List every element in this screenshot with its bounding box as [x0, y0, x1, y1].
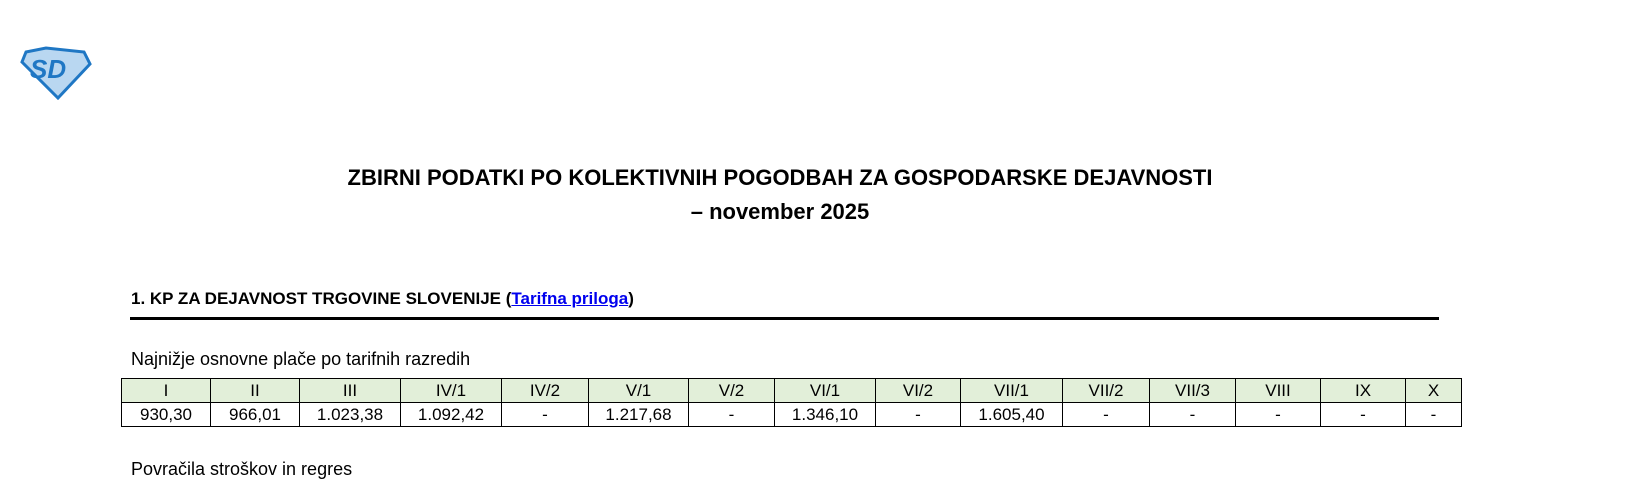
- table-row: 930,30 966,01 1.023,38 1.092,42-1.217,68-1.…: [121, 402, 1462, 427]
- header-cell: III: [299, 378, 401, 403]
- header-cell: V/2: [688, 378, 775, 403]
- value-cell: 966,01: [210, 402, 300, 427]
- value-cell: 1.217,68: [588, 402, 689, 427]
- value-cell: -: [501, 402, 589, 427]
- section-heading-text: 1. KP ZA DEJAVNOST TRGOVINE SLOVENIJE (: [131, 289, 512, 308]
- value-cell: 1.346,10: [774, 402, 876, 427]
- table-header-row: I II III IV/1 IV/2 V/1 V/2 VI/1 VI/2 VII/1 VII/2 VI…: [121, 378, 1462, 403]
- tariff-annex-link[interactable]: Tarifna priloga: [511, 289, 629, 308]
- value-cell: 1.605,40: [960, 402, 1063, 427]
- svg-text:SD: SD: [30, 54, 66, 84]
- header-cell: II: [210, 378, 300, 403]
- value-cell: 930,30: [121, 402, 211, 427]
- header-cell: VI/1: [774, 378, 876, 403]
- section-divider: [130, 317, 1439, 320]
- value-cell: 1.023,38: [299, 402, 401, 427]
- header-cell: IX: [1320, 378, 1406, 403]
- value-cell: -: [1320, 402, 1406, 427]
- header-cell: IV/2: [501, 378, 589, 403]
- value-cell: -: [688, 402, 775, 427]
- value-cell: -: [1405, 402, 1462, 427]
- header-cell: IV/1: [400, 378, 502, 403]
- section-heading: 1. KP ZA DEJAVNOST TRGOVINE SLOVENIJE (T…: [131, 289, 634, 309]
- costs-caption: Povračila stroškov in regres: [131, 459, 353, 479]
- header-cell: VI/2: [875, 378, 961, 403]
- value-cell: -: [875, 402, 961, 427]
- header-cell: X: [1405, 378, 1462, 403]
- section-heading-suffix: ): [628, 289, 634, 308]
- wages-table: I II III IV/1 IV/2 V/1 V/2 VI/1 VI/2 VII/1 VII/2 VI…: [121, 378, 1462, 427]
- value-cell: -: [1062, 402, 1150, 427]
- header-cell: V/1: [588, 378, 689, 403]
- header-cell: VII/3: [1149, 378, 1236, 403]
- page-title-line1: ZBIRNI PODATKI PO KOLEKTIVNIH POGODBAH Z…: [347, 165, 1213, 190]
- value-cell: 1.092,42: [400, 402, 502, 427]
- header-cell: I: [121, 378, 211, 403]
- company-logo: SD: [20, 46, 92, 100]
- value-cell: -: [1235, 402, 1321, 427]
- header-cell: VII/2: [1062, 378, 1150, 403]
- value-cell: -: [1149, 402, 1236, 427]
- header-cell: VIII: [1235, 378, 1321, 403]
- header-cell: VII/1: [960, 378, 1063, 403]
- wages-caption: Najnižje osnovne plače po tarifnih razre…: [131, 349, 471, 369]
- page-title-line2: – november 2025: [690, 199, 870, 224]
